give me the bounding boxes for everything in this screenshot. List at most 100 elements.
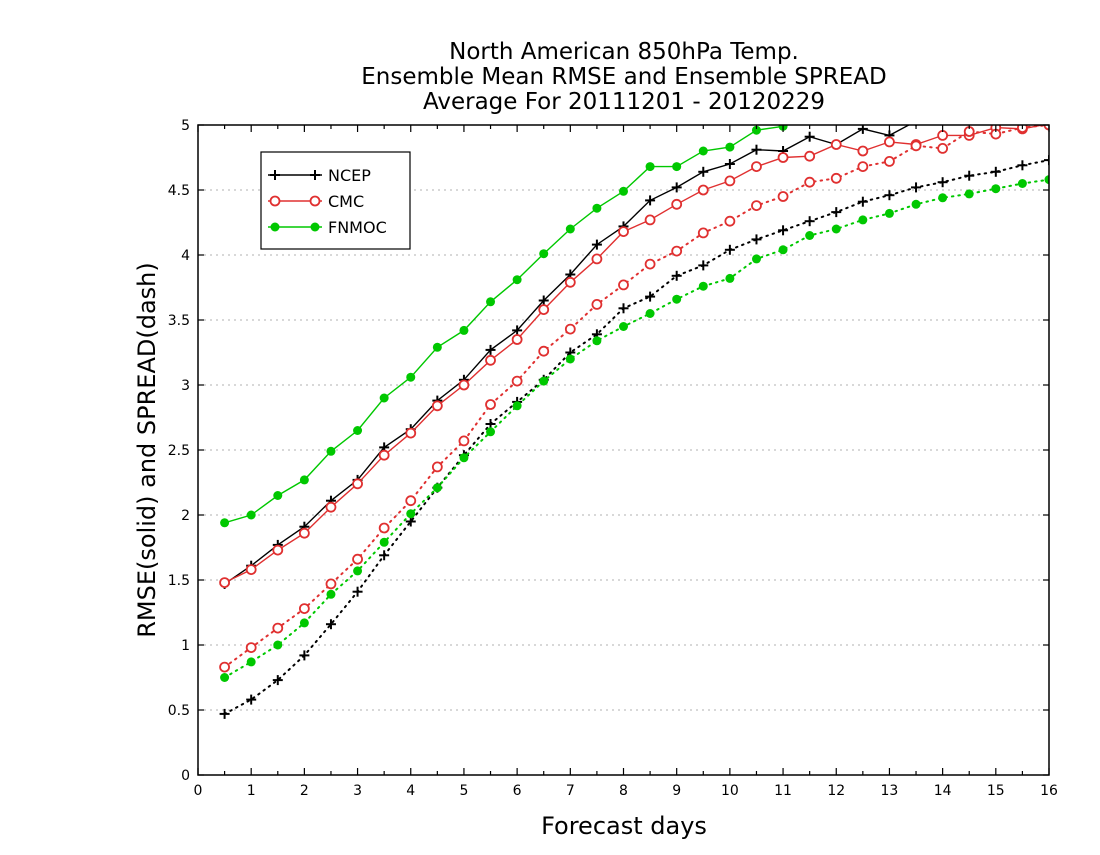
- legend-marker: [310, 170, 320, 180]
- data-point: [273, 640, 283, 650]
- data-point: [618, 226, 629, 238]
- y-tick-label: 5: [181, 118, 190, 134]
- data-point: [857, 196, 868, 207]
- data-point: [858, 215, 868, 225]
- data-point: [591, 298, 603, 310]
- x-tick-label: 9: [672, 783, 681, 799]
- data-point: [645, 162, 655, 172]
- data-point: [805, 231, 815, 240]
- data-point: [246, 657, 256, 667]
- legend-label: CMC: [328, 192, 364, 211]
- data-point: [272, 622, 284, 634]
- data-point: [565, 224, 575, 234]
- data-point: [326, 446, 336, 456]
- data-point: [724, 215, 736, 227]
- x-tick-label: 13: [881, 783, 899, 799]
- data-point: [911, 199, 921, 209]
- x-tick-label: 0: [194, 783, 203, 799]
- data-point: [671, 270, 682, 281]
- data-point: [751, 144, 762, 155]
- data-point: [325, 578, 337, 590]
- data-point: [1045, 91, 1054, 100]
- data-point: [220, 673, 230, 682]
- series-line: [223, 159, 1049, 715]
- data-point: [272, 675, 283, 686]
- tick-layer: 00.511.522.533.544.550 1 2 3 4 5 6 7 8 9 10 11 12 13 1…: [168, 118, 1058, 799]
- data-point: [325, 501, 337, 513]
- data-point: [538, 295, 549, 306]
- data-point: [538, 304, 550, 316]
- data-point: [379, 537, 389, 547]
- x-tick-label: 14: [934, 783, 952, 799]
- legend-marker: [269, 195, 281, 207]
- data-point: [884, 190, 895, 201]
- title-line-2: Ensemble Mean RMSE and Ensemble SPREAD: [361, 64, 886, 90]
- series-line: [223, 178, 1049, 679]
- legend: NCEP CMC FNMOC: [260, 151, 411, 250]
- legend-marker: [310, 222, 320, 232]
- data-point: [698, 146, 708, 156]
- data-point: [831, 207, 842, 218]
- chart-title: North American 850hPa Temp. Ensemble Mea…: [361, 39, 886, 115]
- x-tick-label: 8: [619, 783, 628, 799]
- data-point: [459, 453, 469, 463]
- y-tick-label: 1: [181, 638, 190, 654]
- data-point: [724, 175, 736, 187]
- data-point: [938, 193, 948, 203]
- data-point: [698, 260, 709, 271]
- data-point: [671, 245, 683, 257]
- data-point: [511, 334, 523, 345]
- data-point: [644, 214, 656, 226]
- x-tick-label: 12: [827, 783, 845, 799]
- data-point: [804, 216, 815, 227]
- data-point: [645, 291, 656, 302]
- data-point: [644, 258, 656, 270]
- data-point: [885, 102, 894, 111]
- data-point: [299, 650, 310, 661]
- legend-label: FNMOC: [328, 218, 387, 237]
- data-point: [591, 253, 603, 265]
- x-tick-label: 2: [300, 783, 309, 799]
- data-point: [485, 354, 496, 366]
- data-point: [219, 577, 230, 588]
- data-point: [379, 550, 390, 561]
- data-point: [618, 279, 629, 291]
- data-point: [725, 273, 735, 283]
- data-point: [432, 342, 442, 352]
- data-point: [697, 227, 709, 239]
- x-tick-label: 15: [987, 783, 1005, 799]
- data-point: [830, 172, 842, 184]
- data-point: [458, 435, 470, 447]
- data-point: [272, 544, 284, 556]
- data-point: [645, 195, 656, 206]
- data-point: [911, 182, 922, 193]
- data-point: [512, 325, 523, 336]
- data-point: [299, 475, 309, 485]
- x-tick-label: 1: [247, 783, 256, 799]
- data-point: [405, 427, 417, 439]
- data-point: [1018, 92, 1027, 101]
- y-tick-label: 0.5: [168, 703, 190, 719]
- data-point: [778, 225, 789, 236]
- data-point: [539, 376, 549, 386]
- series-line: [224, 125, 790, 524]
- data-point: [751, 254, 761, 264]
- x-tick-label: 7: [566, 783, 575, 799]
- data-point: [991, 184, 1001, 194]
- data-point: [353, 426, 363, 435]
- data-point: [751, 161, 762, 173]
- data-point: [858, 105, 867, 114]
- x-tick-label: 6: [513, 783, 522, 799]
- legend-marker: [270, 170, 280, 180]
- series-fnmoc-rmse: [220, 91, 1054, 528]
- data-point: [990, 166, 1001, 177]
- data-point: [751, 234, 762, 245]
- data-point: [326, 589, 336, 599]
- data-point: [1017, 103, 1027, 113]
- legend-label: NCEP: [328, 166, 371, 185]
- y-tick-label: 3: [181, 378, 190, 394]
- data-point: [991, 93, 1000, 102]
- y-tick-label: 3.5: [168, 313, 190, 329]
